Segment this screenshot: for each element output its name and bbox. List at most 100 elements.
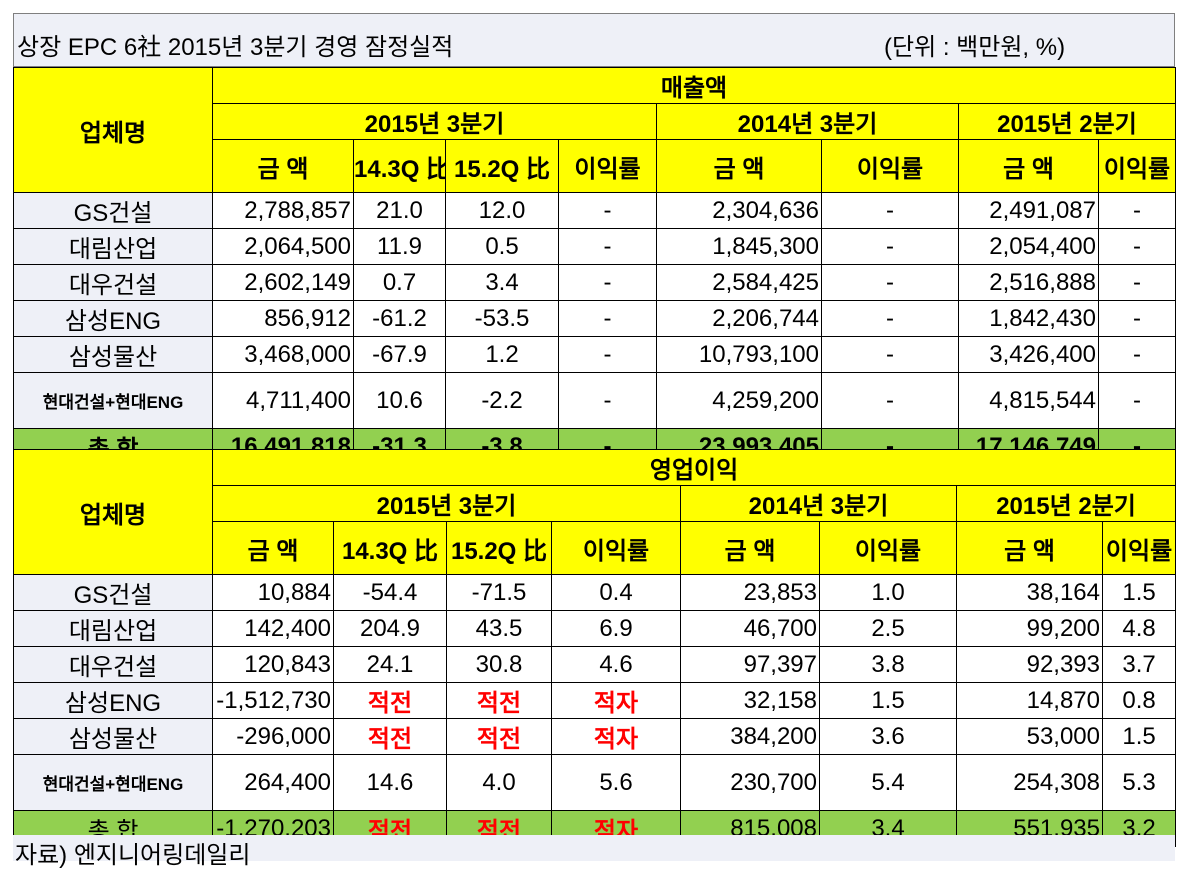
sub-header: 금 액 [958,139,1099,193]
value-cell: 2,602,149 [212,264,354,301]
company-cell: GS건설 [13,192,213,229]
table-row: 삼성물산 -296,000 적전 적전 적자 384,200 3.6 53,000 1.5 [13,718,1177,755]
value-cell: 0.8 [1101,682,1177,719]
value-cell: 3.7 [1101,646,1177,683]
value-cell: 46,700 [680,610,820,647]
value-cell: 14.6 [333,754,447,811]
value-cell: 4,711,400 [212,372,354,429]
value-cell: - [558,300,657,337]
period-header: 2015년 2분기 [955,485,1177,522]
value-cell: 1.2 [445,336,559,373]
value-cell: - [558,228,657,265]
value-cell: 1.5 [1101,574,1177,611]
value-cell: 3.6 [819,718,957,755]
sub-header: 15.2Q 比 [445,139,559,193]
value-cell: 384,200 [680,718,820,755]
value-cell: - [821,264,959,301]
value-cell: -67.9 [353,336,446,373]
value-cell: 2,516,888 [958,264,1099,301]
value-cell: - [821,372,959,429]
value-cell: 4.8 [1101,610,1177,647]
value-cell: - [821,192,959,229]
value-cell: 2,064,500 [212,228,354,265]
value-cell: -61.2 [353,300,446,337]
value-cell: 3,426,400 [958,336,1099,373]
value-cell: 적자 [551,718,681,755]
value-cell: 2.5 [819,610,957,647]
value-cell: - [1098,192,1176,229]
company-cell: 삼성ENG [13,300,213,337]
value-cell: 264,400 [212,754,334,811]
value-cell: - [1098,336,1176,373]
company-cell: 대림산업 [13,228,213,265]
value-cell: 99,200 [956,610,1103,647]
value-cell: 4,259,200 [656,372,822,429]
value-cell: 10,884 [212,574,334,611]
value-cell: 1,842,430 [958,300,1099,337]
value-cell: 230,700 [680,754,820,811]
value-cell: 2,788,857 [212,192,354,229]
company-cell: GS건설 [13,574,213,611]
sub-header: 금 액 [656,139,822,193]
sub-header: 14.3Q 比 [353,139,446,193]
value-cell: 14,870 [956,682,1103,719]
sub-header: 이익률 [1101,521,1177,575]
value-cell: -296,000 [212,718,334,755]
value-cell: 적전 [446,718,552,755]
period-header: 2014년 3분기 [656,103,959,140]
sales-group-header: 매출액 [212,67,1176,104]
sub-header: 이익률 [551,521,681,575]
value-cell: - [1098,372,1176,429]
value-cell: 1.5 [1101,718,1177,755]
value-cell: - [1098,264,1176,301]
sub-header: 금 액 [212,521,334,575]
value-cell: 2,054,400 [958,228,1099,265]
table-row: 대우건설 2,602,149 0.7 3.4-2,584,425-2,516,888- [13,264,1176,301]
value-cell: 32,158 [680,682,820,719]
company-cell: 현대건설+현대ENG [13,754,213,811]
value-cell: 254,308 [956,754,1103,811]
sub-header: 금 액 [680,521,820,575]
sub-header: 금 액 [212,139,354,193]
value-cell: 5.3 [1101,754,1177,811]
sales-table: 업체명 매출액 2015년 3분기 2014년 3분기 2015년 2분기 금 … [13,67,1176,465]
period-header: 2014년 3분기 [680,485,957,522]
value-cell: - [1098,300,1176,337]
value-cell: 2,584,425 [656,264,822,301]
value-cell: 6.9 [551,610,681,647]
value-cell: 120,843 [212,646,334,683]
value-cell: 30.8 [446,646,552,683]
sub-header: 이익률 [1098,139,1176,193]
company-cell: 대우건설 [13,264,213,301]
report-title: 상장 EPC 6社 2015년 3분기 경영 잠정실적 [17,34,454,61]
table-row: 현대건설+현대ENG 4,711,400 10.6 -2.2-4,259,200-4,… [13,372,1176,429]
value-cell: 3,468,000 [212,336,354,373]
sub-header: 이익률 [821,139,959,193]
period-header: 2015년 3분기 [212,103,657,140]
table-row: 삼성ENG -1,512,730 적전 적전 적자 32,158 1.5 14,870 0.8 [13,682,1177,719]
value-cell: 5.4 [819,754,957,811]
value-cell: 적전 [446,682,552,719]
value-cell: 4.0 [446,754,552,811]
company-cell: 삼성물산 [13,718,213,755]
value-cell: -54.4 [333,574,447,611]
value-cell: - [558,192,657,229]
value-cell: 4.6 [551,646,681,683]
value-cell: 적전 [333,718,447,755]
value-cell: 10,793,100 [656,336,822,373]
value-cell: 적자 [551,682,681,719]
sub-header: 금 액 [956,521,1103,575]
value-cell: 3.4 [445,264,559,301]
value-cell: 2,304,636 [656,192,822,229]
sub-header: 15.2Q 比 [446,521,552,575]
unit-label: (단위 : 백만원, %) [884,34,1066,61]
value-cell: 23,853 [680,574,820,611]
table-row: GS건설 2,788,857 21.0 12.0-2,304,636-2,491,08… [13,192,1176,229]
table-row: 대림산업 2,064,500 11.9 0.5-1,845,300-2,054,400… [13,228,1176,265]
value-cell: 10.6 [353,372,446,429]
company-cell: 삼성ENG [13,682,213,719]
value-cell: - [558,372,657,429]
table-row: 삼성물산 3,468,000 -67.9 1.2-10,793,100-3,426,4… [13,336,1176,373]
value-cell: 92,393 [956,646,1103,683]
value-cell: 204.9 [333,610,447,647]
